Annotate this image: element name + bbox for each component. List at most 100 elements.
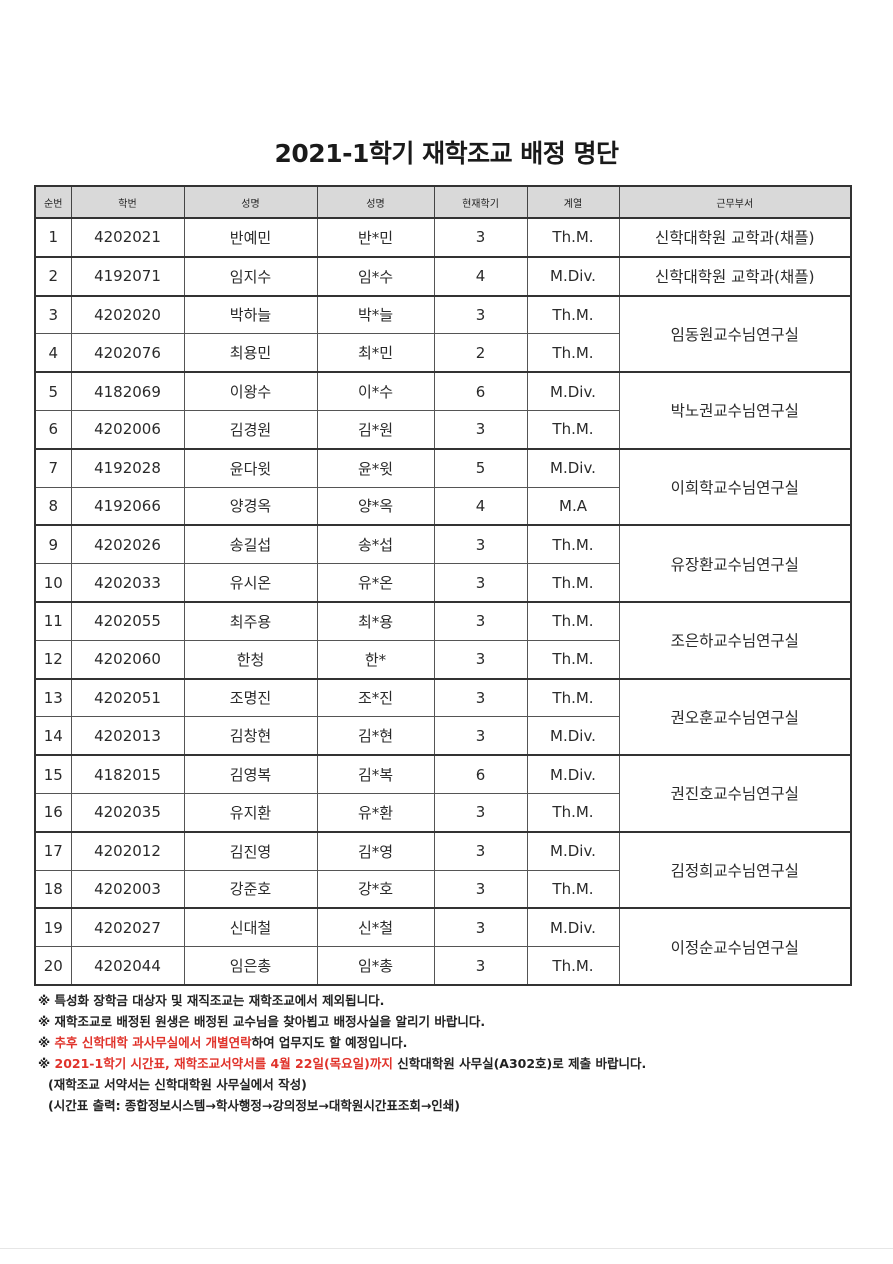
cell-name: 조명진	[183, 677, 318, 718]
table-row: 15 4182015 김영복 김*복 6 M.Div. 권진호교수님연구실	[34, 754, 852, 833]
cell-program: Th.M.	[526, 869, 620, 909]
cell-masked-name: 강*호	[316, 869, 435, 909]
cell-name: 윤다윗	[183, 447, 318, 488]
cell-masked-name: 임*수	[316, 255, 435, 297]
cell-masked-name: 이*수	[316, 371, 435, 411]
cell-program: Th.M.	[526, 524, 620, 565]
cell-student-id: 4202035	[70, 792, 185, 833]
cell-name: 강준호	[183, 869, 318, 909]
cell-name: 임지수	[183, 255, 318, 297]
table-row: 19 4202027 신대철 신*철 3 M.Div. 이정순교수님연구실	[34, 907, 852, 986]
cell-no: 2	[34, 255, 72, 297]
cell-program: M.A	[526, 486, 620, 526]
cell-masked-name: 김*영	[316, 830, 435, 871]
header-student-id: 학번	[70, 185, 185, 219]
cell-semester: 3	[433, 907, 528, 948]
table-row: 13 4202051 조명진 조*진 3 Th.M. 권오훈교수님연구실	[34, 677, 852, 756]
cell-masked-name: 임*총	[316, 946, 435, 986]
cell-student-id: 4192066	[70, 486, 185, 526]
cell-masked-name: 김*복	[316, 754, 435, 794]
cell-student-id: 4202003	[70, 869, 185, 909]
table-header-row: 순번 학번 성명 성명 현재학기 계열 근무부서	[34, 185, 852, 219]
note-5: (재학조교 서약서는 신학대학원 사무실에서 작성)	[48, 1077, 307, 1092]
cell-semester: 3	[433, 524, 528, 565]
table-row: 3 4202020 박하늘 박*늘 3 Th.M. 임동원교수님연구실	[34, 294, 852, 373]
cell-name: 임은총	[183, 946, 318, 986]
cell-program: Th.M.	[526, 639, 620, 680]
cell-no: 15	[34, 754, 72, 794]
cell-program: Th.M.	[526, 946, 620, 986]
cell-masked-name: 김*원	[316, 409, 435, 450]
header-program: 계열	[526, 185, 620, 219]
cell-student-id: 4202033	[70, 563, 185, 603]
cell-no: 9	[34, 524, 72, 565]
cell-department: 박노권교수님연구실	[618, 371, 852, 450]
cell-semester: 3	[433, 563, 528, 603]
cell-masked-name: 김*현	[316, 716, 435, 756]
cell-program: M.Div.	[526, 447, 620, 488]
cell-program: Th.M.	[526, 333, 620, 373]
table-row: 7 4192028 윤다윗 윤*윗 5 M.Div. 이희학교수님연구실	[34, 447, 852, 526]
note-4: ※ 2021-1학기 시간표, 재학조교서약서를 4월 22일(목요일)까지 신…	[38, 1053, 646, 1074]
cell-name: 김진영	[183, 830, 318, 871]
cell-student-id: 4202026	[70, 524, 185, 565]
cell-program: M.Div.	[526, 830, 620, 871]
cell-no: 10	[34, 563, 72, 603]
cell-student-id: 4202060	[70, 639, 185, 680]
table-row: 2 4192071 임지수 임*수 4 M.Div. 신학대학원 교학과(채플)	[34, 255, 852, 297]
cell-student-id: 4202076	[70, 333, 185, 373]
cell-department: 유장환교수님연구실	[618, 524, 852, 603]
cell-name: 송길섭	[183, 524, 318, 565]
cell-no: 16	[34, 792, 72, 833]
cell-program: M.Div.	[526, 754, 620, 794]
note-4-rest: 신학대학원 사무실(A302호)로 제출 바랍니다.	[392, 1056, 647, 1071]
cell-semester: 3	[433, 409, 528, 450]
cell-no: 7	[34, 447, 72, 488]
cell-no: 6	[34, 409, 72, 450]
cell-name: 양경옥	[183, 486, 318, 526]
note-4-highlight: 2021-1학기 시간표, 재학조교서약서를 4월 22일(목요일)까지	[54, 1056, 393, 1071]
table-row: 17 4202012 김진영 김*영 3 M.Div. 김정희교수님연구실	[34, 830, 852, 909]
note-1: ※ 특성화 장학금 대상자 및 재직조교는 재학조교에서 제외됩니다.	[38, 993, 385, 1008]
table-row: 18 4202003 강준호 강*호 3 Th.M.	[34, 869, 851, 909]
cell-masked-name: 최*민	[316, 333, 435, 373]
cell-program: M.Div.	[526, 907, 620, 948]
notes: ※ 특성화 장학금 대상자 및 재직조교는 재학조교에서 제외됩니다. ※ 재학…	[38, 990, 646, 1116]
cell-no: 17	[34, 830, 72, 871]
header-no: 순번	[34, 185, 72, 219]
cell-program: Th.M.	[526, 217, 620, 258]
cell-masked-name: 한*	[316, 639, 435, 680]
cell-no: 20	[34, 946, 72, 986]
cell-program: M.Div.	[526, 371, 620, 411]
table-row: 12 4202060 한청 한* 3 Th.M.	[34, 639, 851, 680]
cell-department: 권진호교수님연구실	[618, 754, 852, 833]
cell-semester: 3	[433, 294, 528, 335]
table-row: 9 4202026 송길섭 송*섭 3 Th.M. 유장환교수님연구실	[34, 524, 852, 603]
cell-no: 1	[34, 217, 72, 258]
note-6: (시간표 출력: 종합정보시스템→학사행정→강의정보→대학원시간표조회→인쇄)	[48, 1098, 461, 1113]
cell-no: 11	[34, 600, 72, 641]
cell-name: 유지환	[183, 792, 318, 833]
page-title: 2021-1학기 재학조교 배정 명단	[274, 139, 619, 168]
cell-program: M.Div.	[526, 716, 620, 756]
cell-semester: 3	[433, 830, 528, 871]
cell-name: 반예민	[183, 217, 318, 258]
cell-semester: 4	[433, 486, 528, 526]
page-edge	[0, 1248, 893, 1249]
cell-semester: 3	[433, 946, 528, 986]
cell-semester: 6	[433, 371, 528, 411]
cell-masked-name: 유*온	[316, 563, 435, 603]
cell-student-id: 4192028	[70, 447, 185, 488]
table-row: 1 4202021 반예민 반*민 3 Th.M. 신학대학원 교학과(채플)	[34, 217, 852, 258]
cell-department: 임동원교수님연구실	[618, 294, 852, 373]
cell-department: 조은하교수님연구실	[618, 600, 852, 680]
header-masked-name: 성명	[316, 185, 435, 219]
cell-no: 18	[34, 869, 72, 909]
cell-name: 최용민	[183, 333, 318, 373]
cell-semester: 3	[433, 600, 528, 641]
cell-name: 신대철	[183, 907, 318, 948]
cell-student-id: 4202013	[70, 716, 185, 756]
cell-student-id: 4202055	[70, 600, 185, 641]
table-row: 5 4182069 이왕수 이*수 6 M.Div. 박노권교수님연구실	[34, 371, 852, 450]
